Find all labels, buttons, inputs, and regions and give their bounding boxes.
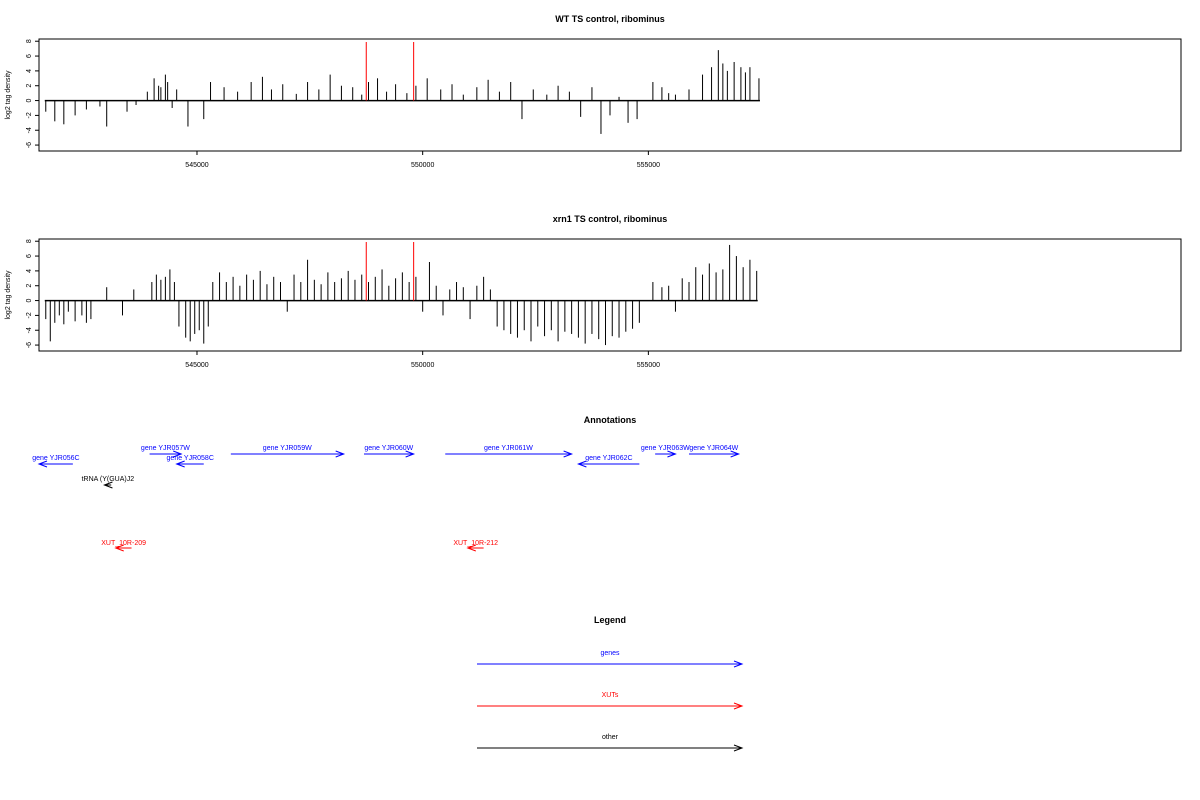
feature-arrow-head — [733, 744, 744, 752]
wt-y-axis: -6 -4 -2 0 2 4 6 8 — [26, 39, 39, 148]
annotation-label: gene YJR064W — [689, 445, 738, 452]
legend-items: genes XUTs other — [477, 650, 744, 752]
x-tick-label: 555000 — [637, 362, 660, 369]
legend-panel: Legend genes XUTs other — [477, 615, 744, 752]
xrn1-chart-ylabel: log2 tag density — [5, 270, 12, 320]
feature-arrow-head — [173, 450, 183, 458]
feature-arrow-head — [335, 450, 346, 458]
wt-chart-ylabel: log2 tag density — [5, 70, 12, 120]
annotation-feature: gene YJR059W — [230, 445, 346, 458]
y-tick-label: 0 — [26, 299, 33, 303]
xrn1-chart-panel: xrn1 TS control, ribominus log2 tag dens… — [5, 214, 1182, 369]
annotation-label: gene YJR061W — [484, 445, 533, 452]
annotation-feature: XUT_10R-212 — [453, 540, 498, 552]
annotation-label: gene YJR056C — [32, 455, 79, 462]
feature-arrow-head — [37, 460, 48, 468]
annotation-label: gene YJR058C — [167, 455, 214, 462]
y-tick-label: -4 — [26, 127, 33, 133]
xrn1-bars — [44, 244, 758, 346]
legend-label: genes — [600, 650, 620, 657]
annotation-label: XUT_10R-212 — [453, 540, 498, 547]
y-tick-label: 8 — [26, 39, 33, 43]
x-tick-label: 550000 — [411, 362, 434, 369]
feature-arrow-head — [733, 660, 744, 668]
annotation-feature: gene YJR057W — [141, 445, 190, 458]
feature-arrow-head — [175, 460, 185, 468]
feature-arrow-head — [733, 702, 744, 710]
wt-bars — [44, 50, 760, 134]
annotation-feature: gene YJR056C — [32, 455, 80, 468]
y-tick-label: -6 — [26, 142, 33, 148]
annotations-title: Annotations — [584, 415, 637, 425]
legend-label: XUTs — [602, 692, 619, 699]
x-tick-label: 545000 — [185, 362, 208, 369]
feature-arrow-head — [563, 450, 574, 458]
y-tick-label: 0 — [26, 99, 33, 103]
legend-label: other — [602, 734, 619, 741]
y-tick-label: 4 — [26, 69, 33, 73]
annotation-label: gene YJR063W — [641, 445, 690, 452]
annotation-features: gene YJR056C gene YJR057W gene YJR058C gene… — [32, 445, 741, 552]
annotation-feature: gene YJR061W — [445, 445, 574, 458]
legend-item: genes — [477, 650, 744, 668]
legend-item: XUTs — [477, 692, 744, 710]
wt-markers — [365, 42, 415, 101]
wt-chart-panel: WT TS control, ribominus log2 tag densit… — [5, 14, 1182, 169]
annotation-feature: gene YJR060W — [363, 445, 416, 458]
legend-title: Legend — [594, 615, 626, 625]
xrn1-x-axis: 545000 550000 555000 — [185, 351, 660, 369]
y-tick-label: 2 — [26, 84, 33, 88]
feature-arrow-head — [667, 450, 677, 458]
y-tick-label: 4 — [26, 269, 33, 273]
feature-arrow-head — [466, 544, 476, 552]
wt-plot-frame — [38, 38, 1182, 152]
x-tick-label: 550000 — [411, 162, 434, 169]
y-tick-label: -6 — [26, 342, 33, 348]
annotation-label: tRNA (Y(GUA)J2 — [82, 476, 135, 483]
x-tick-label: 555000 — [637, 162, 660, 169]
y-tick-label: -4 — [26, 327, 33, 333]
x-tick-label: 545000 — [185, 162, 208, 169]
annotation-feature: XUT_10R-209 — [101, 540, 146, 552]
annotation-feature: gene YJR063W — [641, 445, 690, 458]
wt-chart-title: WT TS control, ribominus — [555, 14, 665, 24]
y-tick-label: 8 — [26, 239, 33, 243]
feature-arrow-head — [103, 481, 113, 489]
annotation-label: gene YJR060W — [364, 445, 413, 452]
xrn1-markers — [365, 242, 415, 301]
xrn1-plot-frame — [38, 238, 1182, 352]
xrn1-chart-title: xrn1 TS control, ribominus — [553, 214, 668, 224]
feature-arrow-head — [576, 460, 587, 468]
y-tick-label: 2 — [26, 284, 33, 288]
annotation-feature: tRNA (Y(GUA)J2 — [82, 476, 135, 489]
annotation-feature: gene YJR064W — [688, 445, 741, 458]
annotation-label: XUT_10R-209 — [101, 540, 146, 547]
annotation-feature: gene YJR058C — [167, 455, 214, 468]
annotation-label: gene YJR062C — [585, 455, 632, 462]
feature-arrow-head — [114, 544, 124, 552]
y-tick-label: -2 — [26, 312, 33, 318]
annotation-feature: gene YJR062C — [576, 455, 640, 468]
feature-arrow-head — [730, 450, 741, 458]
y-tick-label: -2 — [26, 112, 33, 118]
feature-arrow-head — [405, 450, 416, 458]
wt-x-axis: 545000 550000 555000 — [185, 151, 660, 169]
legend-item: other — [477, 734, 744, 752]
y-tick-label: 6 — [26, 254, 33, 258]
y-tick-label: 6 — [26, 54, 33, 58]
annotation-label: gene YJR059W — [263, 445, 312, 452]
annotation-label: gene YJR057W — [141, 445, 190, 452]
xrn1-y-axis: -6 -4 -2 0 2 4 6 8 — [26, 239, 39, 348]
